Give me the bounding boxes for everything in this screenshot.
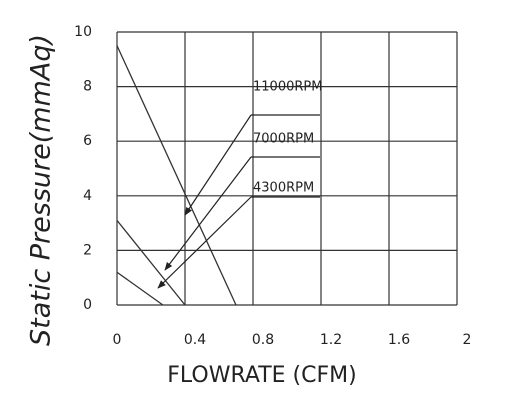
y-tick-label: 0 <box>83 297 92 313</box>
y-axis-label: Static Pressure(mmAq) <box>26 34 57 346</box>
leader-arrow <box>157 196 252 289</box>
curve-label: 7000RPM <box>253 132 314 147</box>
y-tick-label: 6 <box>83 133 92 149</box>
leader-arrow <box>164 156 252 271</box>
curve <box>116 271 164 306</box>
x-tick-label: 1.6 <box>388 332 410 348</box>
x-tick-label: 0.4 <box>184 332 206 348</box>
x-axis-label: FLOWRATE (CFM) <box>167 363 356 388</box>
y-tick-label: 10 <box>74 24 92 40</box>
leader-arrow <box>184 114 252 216</box>
curve <box>116 219 186 306</box>
y-tick-label: 2 <box>83 242 92 258</box>
x-tick-label: 2 <box>463 332 472 348</box>
y-tick-label: 8 <box>83 79 92 95</box>
y-tick-label: 4 <box>83 188 92 204</box>
x-tick-label: 1.2 <box>320 332 342 348</box>
x-tick-label: 0 <box>113 332 122 348</box>
curve-label: 11000RPM <box>253 80 322 95</box>
curve <box>116 45 237 306</box>
x-tick-label: 0.8 <box>252 332 274 348</box>
curve-label: 4300RPM <box>253 181 314 196</box>
